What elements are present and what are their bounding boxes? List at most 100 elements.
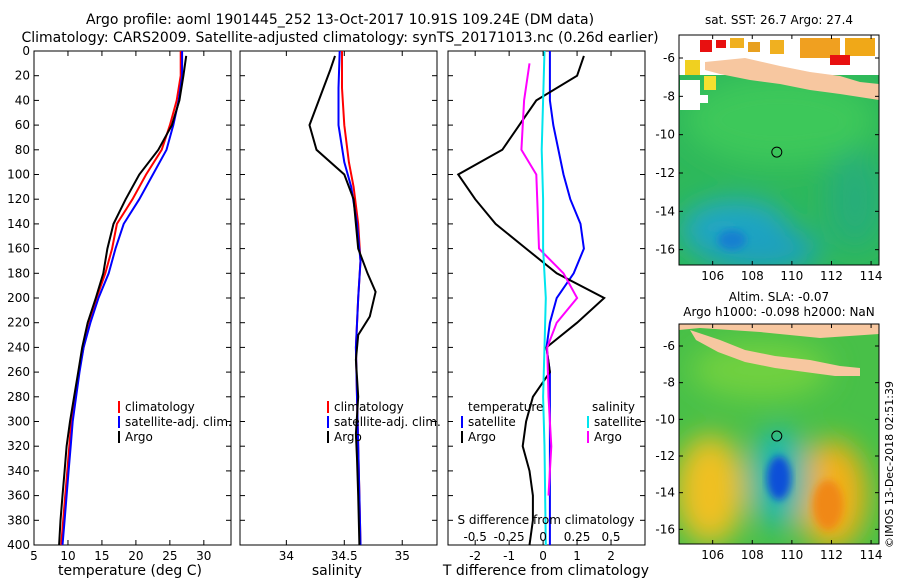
difference-depth-ticks bbox=[448, 50, 645, 546]
salinity-x-axis: 34 34.5 35 bbox=[279, 51, 410, 563]
sst-field bbox=[679, 35, 879, 265]
profile-line-salinity-satellite bbox=[540, 50, 547, 546]
x-tick-label: -1 bbox=[503, 549, 515, 563]
map-y-tick-label: -10 bbox=[655, 412, 675, 426]
depth-tick-label: 220 bbox=[7, 316, 30, 330]
map-x-tick-label: 106 bbox=[701, 269, 724, 283]
depth-axis: 0 20 40 60 80 100 120 140 160 180 200 220 240 260 280 3… bbox=[7, 44, 231, 552]
argo-location-marker bbox=[771, 430, 783, 442]
s-difference-axis: -0.5 -0.25 0 0.25 0.5 bbox=[463, 530, 620, 544]
sla-field bbox=[679, 324, 879, 544]
x-tick-label: 2 bbox=[607, 549, 615, 563]
figure-title-line-1: Argo profile: aoml 1901445_252 13-Oct-20… bbox=[86, 12, 594, 28]
x-tick-label: 30 bbox=[196, 549, 211, 563]
depth-tick-label: 20 bbox=[15, 69, 30, 83]
map-x-tick-label: 108 bbox=[741, 269, 764, 283]
s-diff-tick-label: 0 bbox=[539, 530, 547, 544]
x-tick-label: 25 bbox=[162, 549, 177, 563]
sst-map-axes: 106 108 110 112 114 -6 -8 -10 -12 -14 -16 bbox=[655, 35, 883, 283]
s-diff-tick-label: -0.25 bbox=[494, 530, 525, 544]
depth-tick-label: 140 bbox=[7, 217, 30, 231]
temperature-profiles bbox=[58, 51, 188, 546]
map-y-tick-label: -12 bbox=[655, 166, 675, 180]
salinity-panel: 34 34.5 35 salinity climatology satellite-… bbox=[239, 50, 441, 579]
depth-tick-label: 40 bbox=[15, 93, 30, 107]
depth-tick-label: 320 bbox=[7, 439, 30, 453]
legend-label-temp-satellite: satellite bbox=[468, 415, 516, 429]
legend-title-salinity: salinity bbox=[592, 400, 635, 414]
depth-tick-label: 60 bbox=[15, 118, 30, 132]
map-y-tick-label: -14 bbox=[655, 486, 675, 500]
depth-tick-label: 0 bbox=[22, 44, 30, 58]
x-tick-label: 5 bbox=[30, 549, 38, 563]
x-tick-label: 34 bbox=[279, 549, 294, 563]
x-tick-label: 15 bbox=[94, 549, 109, 563]
map-x-tick-label: 108 bbox=[741, 548, 764, 562]
temperature-x-axis: 5 10 15 20 25 30 bbox=[30, 51, 211, 563]
java-coastline bbox=[690, 330, 860, 376]
salinity-profiles bbox=[308, 50, 377, 546]
profile-line-satellite-adj.-clim. bbox=[61, 51, 184, 546]
t-difference-x-axis: -2 -1 0 1 2 bbox=[469, 51, 615, 563]
map-x-tick-label: 112 bbox=[820, 548, 843, 562]
profile-line-argo bbox=[58, 55, 188, 546]
legend-label-climatology: climatology bbox=[334, 400, 404, 414]
map-x-tick-label: 112 bbox=[820, 269, 843, 283]
temperature-diff-legend: temperature satellite Argo bbox=[461, 400, 543, 444]
map-y-tick-label: -10 bbox=[655, 128, 675, 142]
legend-label-argo: Argo bbox=[334, 430, 362, 444]
sla-map-title-line-1: Altim. SLA: -0.07 bbox=[729, 290, 829, 304]
map-x-tick-label: 114 bbox=[860, 548, 883, 562]
map-y-tick-label: -16 bbox=[655, 243, 675, 257]
legend-label-sal-argo: Argo bbox=[594, 430, 622, 444]
depth-tick-label: 80 bbox=[15, 143, 30, 157]
s-diff-tick-label: 0.25 bbox=[564, 530, 591, 544]
argo-location-marker bbox=[771, 146, 783, 158]
sla-map-axes: 106 108 110 112 114 -6 -8 -10 -12 -14 -16 bbox=[655, 324, 883, 562]
x-tick-label: 0 bbox=[539, 549, 547, 563]
salinity-axis-label: salinity bbox=[312, 563, 362, 579]
map-x-tick-label: 110 bbox=[780, 269, 803, 283]
x-tick-label: 10 bbox=[60, 549, 75, 563]
temperature-axis-label: temperature (deg C) bbox=[58, 563, 202, 579]
depth-tick-label: 120 bbox=[7, 192, 30, 206]
depth-tick-label: 100 bbox=[7, 168, 30, 182]
s-diff-tick-label: -0.5 bbox=[463, 530, 486, 544]
x-tick-label: 1 bbox=[573, 549, 581, 563]
s-difference-axis-label: S difference from climatology bbox=[458, 513, 635, 527]
depth-tick-label: 360 bbox=[7, 489, 30, 503]
x-tick-label: -2 bbox=[469, 549, 481, 563]
legend-label-argo: Argo bbox=[125, 430, 153, 444]
x-tick-label: 20 bbox=[128, 549, 143, 563]
depth-tick-label: 400 bbox=[7, 538, 30, 552]
imos-watermark: ©IMOS 13-Dec-2018 02:51:39 bbox=[883, 381, 896, 548]
x-tick-label: 34.5 bbox=[331, 549, 358, 563]
depth-tick-label: 200 bbox=[7, 291, 30, 305]
temperature-legend: climatology satellite-adj. clim. Argo bbox=[118, 400, 232, 444]
sla-map: Altim. SLA: -0.07 Argo h1000: -0.098 h20… bbox=[655, 290, 882, 562]
profile-line-temperature-argo bbox=[456, 55, 606, 546]
legend-label-climatology: climatology bbox=[125, 400, 195, 414]
depth-tick-label: 260 bbox=[7, 365, 30, 379]
legend-label-satellite: satellite-adj. clim. bbox=[334, 415, 441, 429]
sst-map-title: sat. SST: 26.7 Argo: 27.4 bbox=[705, 13, 853, 27]
legend-label-temp-argo: Argo bbox=[468, 430, 496, 444]
salinity-plot-frame bbox=[239, 50, 438, 546]
depth-tick-label: 280 bbox=[7, 390, 30, 404]
map-y-tick-label: -8 bbox=[663, 376, 675, 390]
depth-tick-label: 240 bbox=[7, 340, 30, 354]
profile-line-argo bbox=[308, 55, 377, 546]
depth-tick-label: 180 bbox=[7, 266, 30, 280]
depth-tick-label: 300 bbox=[7, 415, 30, 429]
map-x-tick-label: 114 bbox=[860, 269, 883, 283]
map-y-tick-label: -8 bbox=[663, 89, 675, 103]
depth-tick-label: 380 bbox=[7, 513, 30, 527]
map-y-tick-label: -12 bbox=[655, 449, 675, 463]
s-diff-tick-label: 0.5 bbox=[601, 530, 620, 544]
map-x-tick-label: 106 bbox=[701, 548, 724, 562]
salinity-depth-ticks bbox=[240, 50, 437, 546]
legend-label-sal-satellite: satellite bbox=[594, 415, 642, 429]
legend-label-satellite: satellite-adj. clim. bbox=[125, 415, 232, 429]
java-coastline bbox=[705, 58, 879, 100]
map-y-tick-label: -6 bbox=[663, 51, 675, 65]
